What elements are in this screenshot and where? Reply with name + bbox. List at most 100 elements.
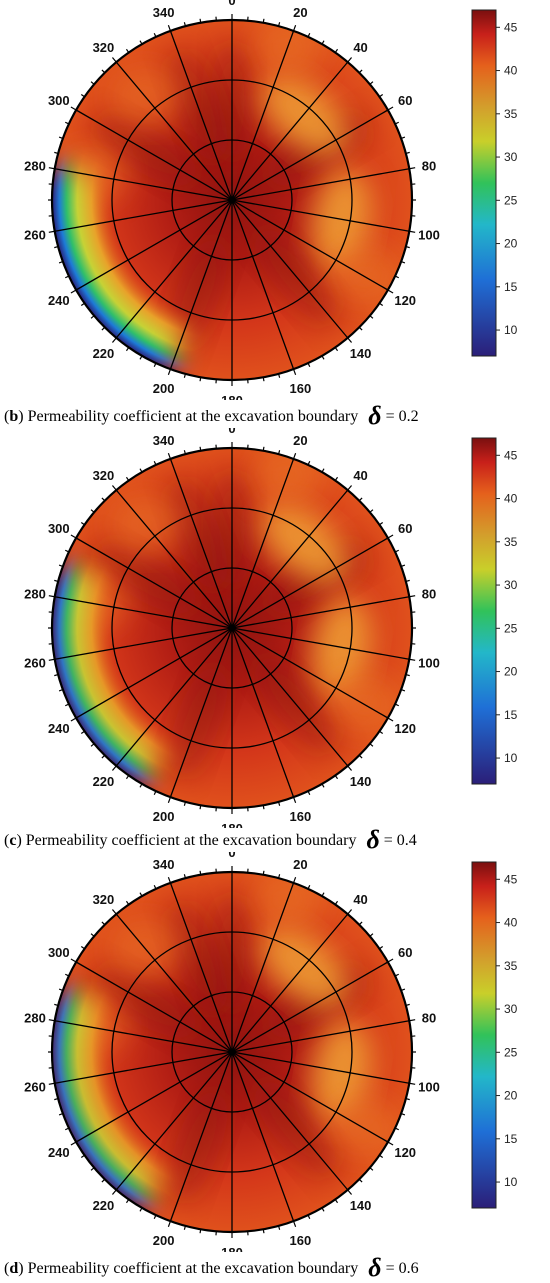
polar-chart-d: 0204060801001201401601802002202402602803… <box>0 852 550 1252</box>
angle-tick <box>388 718 393 721</box>
angle-tick <box>263 871 264 875</box>
angle-label: 200 <box>153 1233 175 1248</box>
colorbar-tick-label: 30 <box>504 578 518 592</box>
polar-chart-c: 0204060801001201401601802002202402602803… <box>0 428 550 828</box>
angle-tick <box>65 974 69 976</box>
angle-tick <box>370 1168 373 1171</box>
angle-tick <box>200 871 201 875</box>
colorbar-tick-label: 10 <box>504 323 518 337</box>
angle-tick <box>263 377 264 381</box>
colorbar-tick-label: 45 <box>504 20 518 34</box>
colorbar <box>472 10 496 356</box>
angle-tick <box>370 316 373 319</box>
angle-label: 340 <box>153 857 175 872</box>
colorbar-tick-label: 15 <box>504 1132 518 1146</box>
angle-tick <box>154 1215 156 1219</box>
angle-label: 100 <box>418 1080 440 1095</box>
angle-label: 0 <box>228 0 235 8</box>
angle-label: 60 <box>398 93 412 108</box>
colorbar-tick-label: 25 <box>504 193 518 207</box>
colorbar-tick-label: 25 <box>504 1045 518 1059</box>
colorbar-tick-label: 30 <box>504 150 518 164</box>
angle-tick <box>308 33 310 37</box>
caption-label: c <box>9 832 16 849</box>
angle-tick <box>168 877 170 883</box>
colorbar-tick-label: 40 <box>504 64 518 78</box>
angle-tick <box>91 1168 94 1171</box>
colorbar-tick-label: 20 <box>504 665 518 679</box>
caption-b: (b) Permeability coefficient at the exca… <box>4 401 419 431</box>
angle-label: 200 <box>153 381 175 396</box>
angle-tick <box>388 535 393 538</box>
angle-tick <box>308 461 310 465</box>
angle-tick <box>154 461 156 465</box>
angle-tick <box>168 369 170 375</box>
angle-tick <box>395 974 399 976</box>
angle-tick <box>370 510 373 513</box>
angle-tick <box>348 766 352 771</box>
angle-tick <box>294 453 296 459</box>
angle-tick <box>71 535 76 538</box>
angle-label: 160 <box>290 809 312 824</box>
colorbar-tick-label: 35 <box>504 535 518 549</box>
angle-label: 220 <box>93 774 115 789</box>
colorbar-tick-label: 35 <box>504 107 518 121</box>
angle-label: 80 <box>422 158 436 173</box>
delta-value: = 0.6 <box>386 1260 419 1277</box>
caption-label: d <box>9 1260 18 1277</box>
colorbar-tick-label: 20 <box>504 237 518 251</box>
angle-tick <box>71 718 76 721</box>
angle-label: 300 <box>48 521 70 536</box>
angle-label: 20 <box>293 857 307 872</box>
angle-tick <box>91 934 94 937</box>
colorbar <box>472 438 496 784</box>
angle-label: 20 <box>293 5 307 20</box>
angle-tick <box>294 797 296 803</box>
angle-tick <box>65 550 69 552</box>
angle-tick <box>91 82 94 85</box>
angle-tick <box>395 1128 399 1130</box>
angle-label: 220 <box>93 346 115 361</box>
angle-tick <box>65 276 69 278</box>
angle-label: 120 <box>394 1145 416 1160</box>
angle-tick <box>308 1215 310 1219</box>
angle-tick <box>168 25 170 31</box>
angle-tick <box>263 805 264 809</box>
angle-label: 200 <box>153 809 175 824</box>
angle-tick <box>308 363 310 367</box>
angle-tick <box>112 338 116 343</box>
angle-tick <box>388 107 393 110</box>
angle-label: 0 <box>228 428 235 436</box>
caption-label: b <box>9 408 18 425</box>
angle-label: 60 <box>398 945 412 960</box>
caption-text: Permeability coefficient at the excavati… <box>28 1260 359 1277</box>
angle-tick <box>65 122 69 124</box>
delta-symbol: δ <box>368 401 381 430</box>
colorbar-tick-label: 40 <box>504 916 518 930</box>
angle-label: 160 <box>290 381 312 396</box>
colorbar <box>472 862 496 1208</box>
angle-label: 0 <box>228 852 235 860</box>
angle-tick <box>348 338 352 343</box>
angle-tick <box>71 1142 76 1145</box>
angle-tick <box>308 791 310 795</box>
angle-tick <box>370 82 373 85</box>
delta-value: = 0.4 <box>384 832 417 849</box>
angle-tick <box>294 25 296 31</box>
angle-label: 320 <box>93 468 115 483</box>
angle-tick <box>263 447 264 451</box>
angle-tick <box>91 744 94 747</box>
angle-tick <box>154 363 156 367</box>
angle-tick <box>348 1190 352 1195</box>
angle-tick <box>102 1179 105 1182</box>
angle-tick <box>395 704 399 706</box>
colorbar-tick-label: 45 <box>504 872 518 886</box>
angle-label: 120 <box>394 293 416 308</box>
angle-tick <box>294 877 296 883</box>
angle-tick <box>154 791 156 795</box>
colorbar-tick-label: 35 <box>504 959 518 973</box>
angle-label: 220 <box>93 1198 115 1213</box>
angle-tick <box>395 276 399 278</box>
angle-label: 80 <box>422 1010 436 1025</box>
angle-label: 120 <box>394 721 416 736</box>
